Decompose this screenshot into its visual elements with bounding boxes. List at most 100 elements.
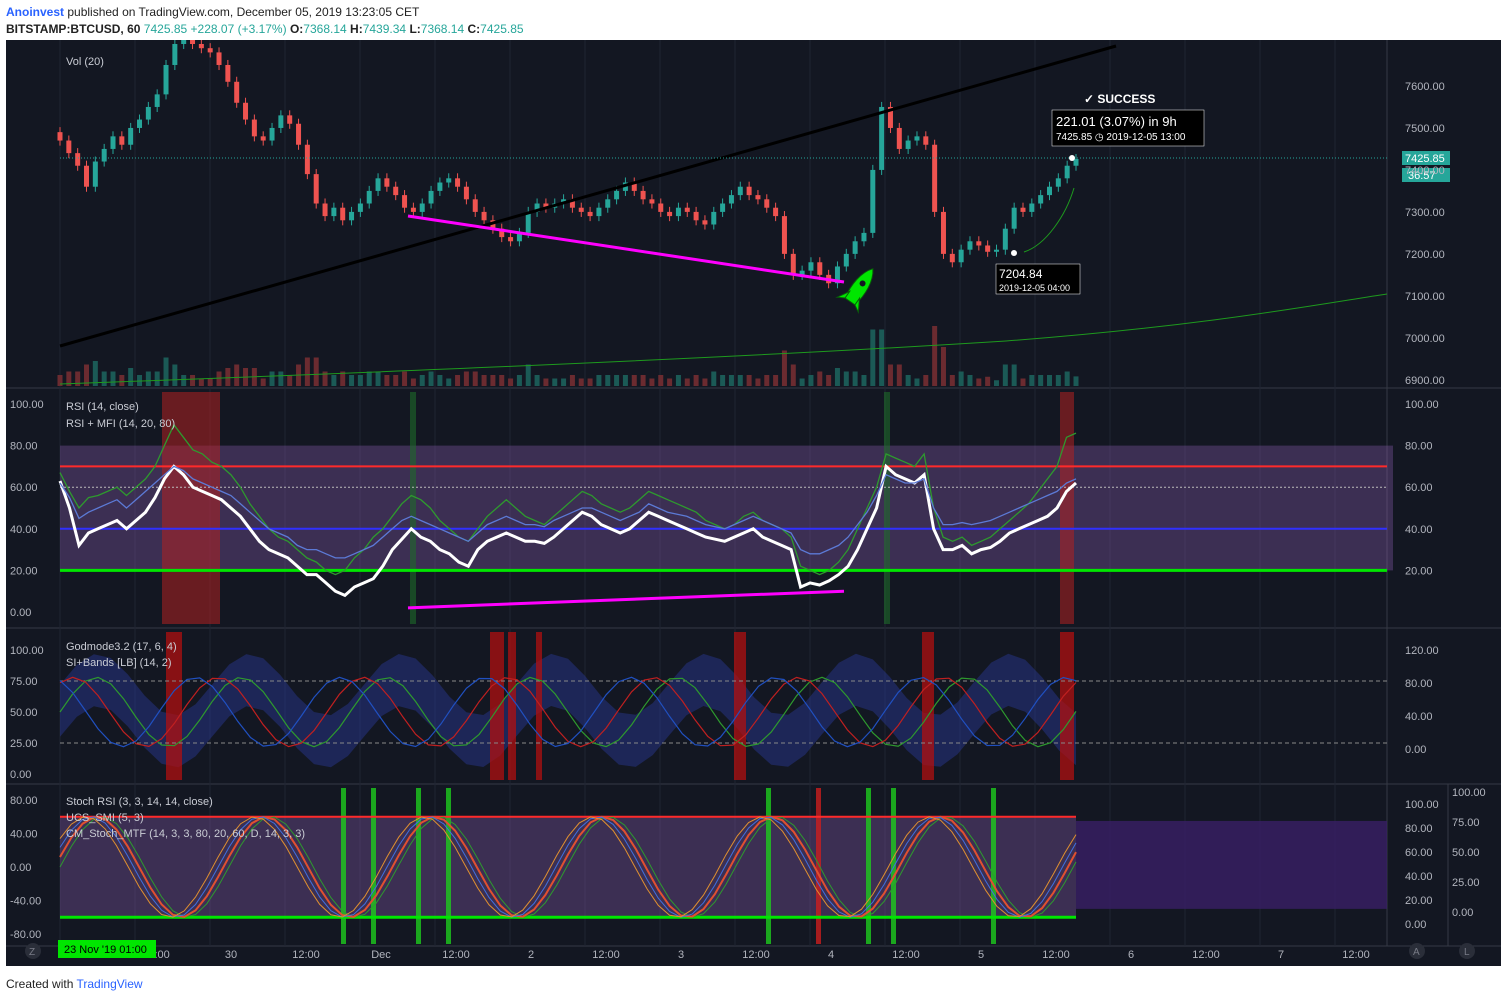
rsi-left-tick: 40.00 bbox=[10, 524, 38, 536]
candle-body bbox=[278, 115, 284, 128]
price-tick: 7000.00 bbox=[1405, 333, 1445, 345]
candle-body bbox=[1064, 165, 1070, 179]
volume-bar bbox=[207, 378, 213, 386]
candle-body bbox=[419, 203, 425, 212]
stoch-left-tick: -40.00 bbox=[10, 896, 41, 908]
volume-bar bbox=[419, 375, 425, 386]
volume-bar bbox=[817, 371, 823, 386]
rsi-legend: RSI (14, close) bbox=[66, 401, 139, 413]
candle-body bbox=[1046, 186, 1052, 196]
candle-body bbox=[516, 232, 522, 242]
time-tick: 12:00 bbox=[442, 949, 470, 961]
volume-bar bbox=[755, 378, 761, 386]
volume-bar bbox=[402, 371, 408, 386]
stoch-green-marker bbox=[416, 788, 421, 944]
godmode-red-zone bbox=[508, 632, 516, 780]
volume-bar bbox=[631, 375, 637, 386]
log-scale-button[interactable]: L bbox=[1464, 947, 1470, 958]
candle-body bbox=[667, 211, 673, 217]
volume-bar bbox=[145, 371, 151, 386]
stoch-left-tick: -80.00 bbox=[10, 929, 41, 941]
stoch-left-tick: 40.00 bbox=[10, 829, 38, 841]
candle-body bbox=[923, 136, 929, 145]
candle-body bbox=[145, 106, 151, 120]
volume-bar bbox=[728, 375, 734, 386]
godmode-red-zone bbox=[166, 632, 182, 780]
candle-body bbox=[887, 106, 893, 128]
volume-bar bbox=[773, 375, 779, 386]
rsi-series-line bbox=[59, 465, 1077, 559]
volume-bar bbox=[472, 371, 478, 386]
time-tick: 30 bbox=[225, 949, 237, 961]
volume-bar bbox=[172, 364, 178, 386]
time-tick: 6 bbox=[1128, 949, 1134, 961]
rsi-right-tick: 80.00 bbox=[1405, 441, 1433, 453]
candle-body bbox=[172, 44, 178, 65]
volume-bar bbox=[198, 378, 204, 386]
volume-bar bbox=[313, 357, 319, 386]
falling-trendline[interactable] bbox=[407, 214, 845, 284]
author-link[interactable]: Anoinvest bbox=[6, 5, 65, 19]
publish-text: published on TradingView.com, December 0… bbox=[67, 5, 420, 19]
godmode-right-tick: 120.00 bbox=[1405, 645, 1439, 657]
si-bands-legend: SI+Bands [LB] (14, 2) bbox=[66, 657, 171, 669]
candle-body bbox=[137, 119, 143, 128]
candle-body bbox=[322, 203, 328, 217]
volume-bar bbox=[1029, 375, 1035, 386]
godmode-right-tick: 0.00 bbox=[1405, 744, 1426, 756]
candle-body bbox=[940, 211, 946, 254]
rsi-band bbox=[60, 445, 1393, 571]
stoch-green-marker bbox=[766, 788, 771, 944]
zoom-button[interactable]: Z bbox=[29, 947, 35, 958]
volume-bar bbox=[914, 378, 920, 386]
rsi-right-tick: 100.00 bbox=[1405, 399, 1439, 411]
stoch-green-marker bbox=[866, 788, 871, 944]
chart-canvas[interactable]: 100.0080.0060.0040.0020.000.00100.0080.0… bbox=[6, 40, 1501, 966]
volume-bar bbox=[84, 364, 90, 386]
volume-bar bbox=[340, 371, 346, 386]
candle-body bbox=[914, 136, 920, 141]
candle-body bbox=[711, 211, 717, 225]
volume-bar bbox=[1064, 371, 1070, 386]
candle-body bbox=[569, 199, 575, 208]
cm-stoch-legend: CM_Stoch_MTF (14, 3, 3, 80, 20, 60, D, 1… bbox=[66, 828, 305, 840]
rsi-left-tick: 20.00 bbox=[10, 565, 38, 577]
candle-body bbox=[737, 186, 743, 196]
volume-bar bbox=[57, 375, 63, 386]
candle-body bbox=[799, 270, 805, 275]
tradingview-logo[interactable]: TradingView bbox=[76, 977, 143, 991]
godmode-left-tick: 0.00 bbox=[10, 769, 31, 781]
candle-body bbox=[75, 153, 81, 166]
volume-bar bbox=[366, 371, 372, 386]
candle-body bbox=[932, 144, 938, 212]
auto-scale-button[interactable]: A bbox=[1413, 947, 1420, 958]
rsi-oversold-zone bbox=[884, 392, 890, 624]
close-value: 7425.85 bbox=[480, 22, 524, 36]
stoch-left-tick: 80.00 bbox=[10, 795, 38, 807]
candle-body bbox=[658, 203, 664, 212]
rising-trendline[interactable] bbox=[59, 44, 1117, 348]
candle-body bbox=[190, 40, 196, 44]
candle-body bbox=[773, 207, 779, 217]
stoch-mid-tick: 20.00 bbox=[1405, 895, 1433, 907]
volume-bar bbox=[622, 375, 628, 386]
vol-legend: Vol (20) bbox=[66, 56, 104, 68]
candle-body bbox=[260, 136, 266, 141]
chart-area[interactable]: 100.00 80.00 60.00 40.00 20.00 0.00 100.00 80.0… bbox=[6, 40, 1501, 966]
candle-body bbox=[861, 232, 867, 242]
green-ma-curve bbox=[59, 293, 1388, 385]
volume-bar bbox=[737, 375, 743, 386]
candle-body bbox=[817, 262, 823, 275]
godmode-left-tick: 25.00 bbox=[10, 738, 38, 750]
candle-body bbox=[57, 132, 63, 141]
time-tick: 12:00 bbox=[292, 949, 320, 961]
candle-body bbox=[402, 195, 408, 208]
candle-body bbox=[437, 182, 443, 191]
volume-bar bbox=[75, 371, 81, 386]
candle-body bbox=[693, 211, 699, 221]
volume-bar bbox=[1073, 376, 1079, 386]
volume-bar bbox=[1002, 364, 1008, 386]
time-tick: 7 bbox=[1278, 949, 1284, 961]
candle-body bbox=[684, 207, 690, 212]
candle-body bbox=[534, 203, 540, 212]
